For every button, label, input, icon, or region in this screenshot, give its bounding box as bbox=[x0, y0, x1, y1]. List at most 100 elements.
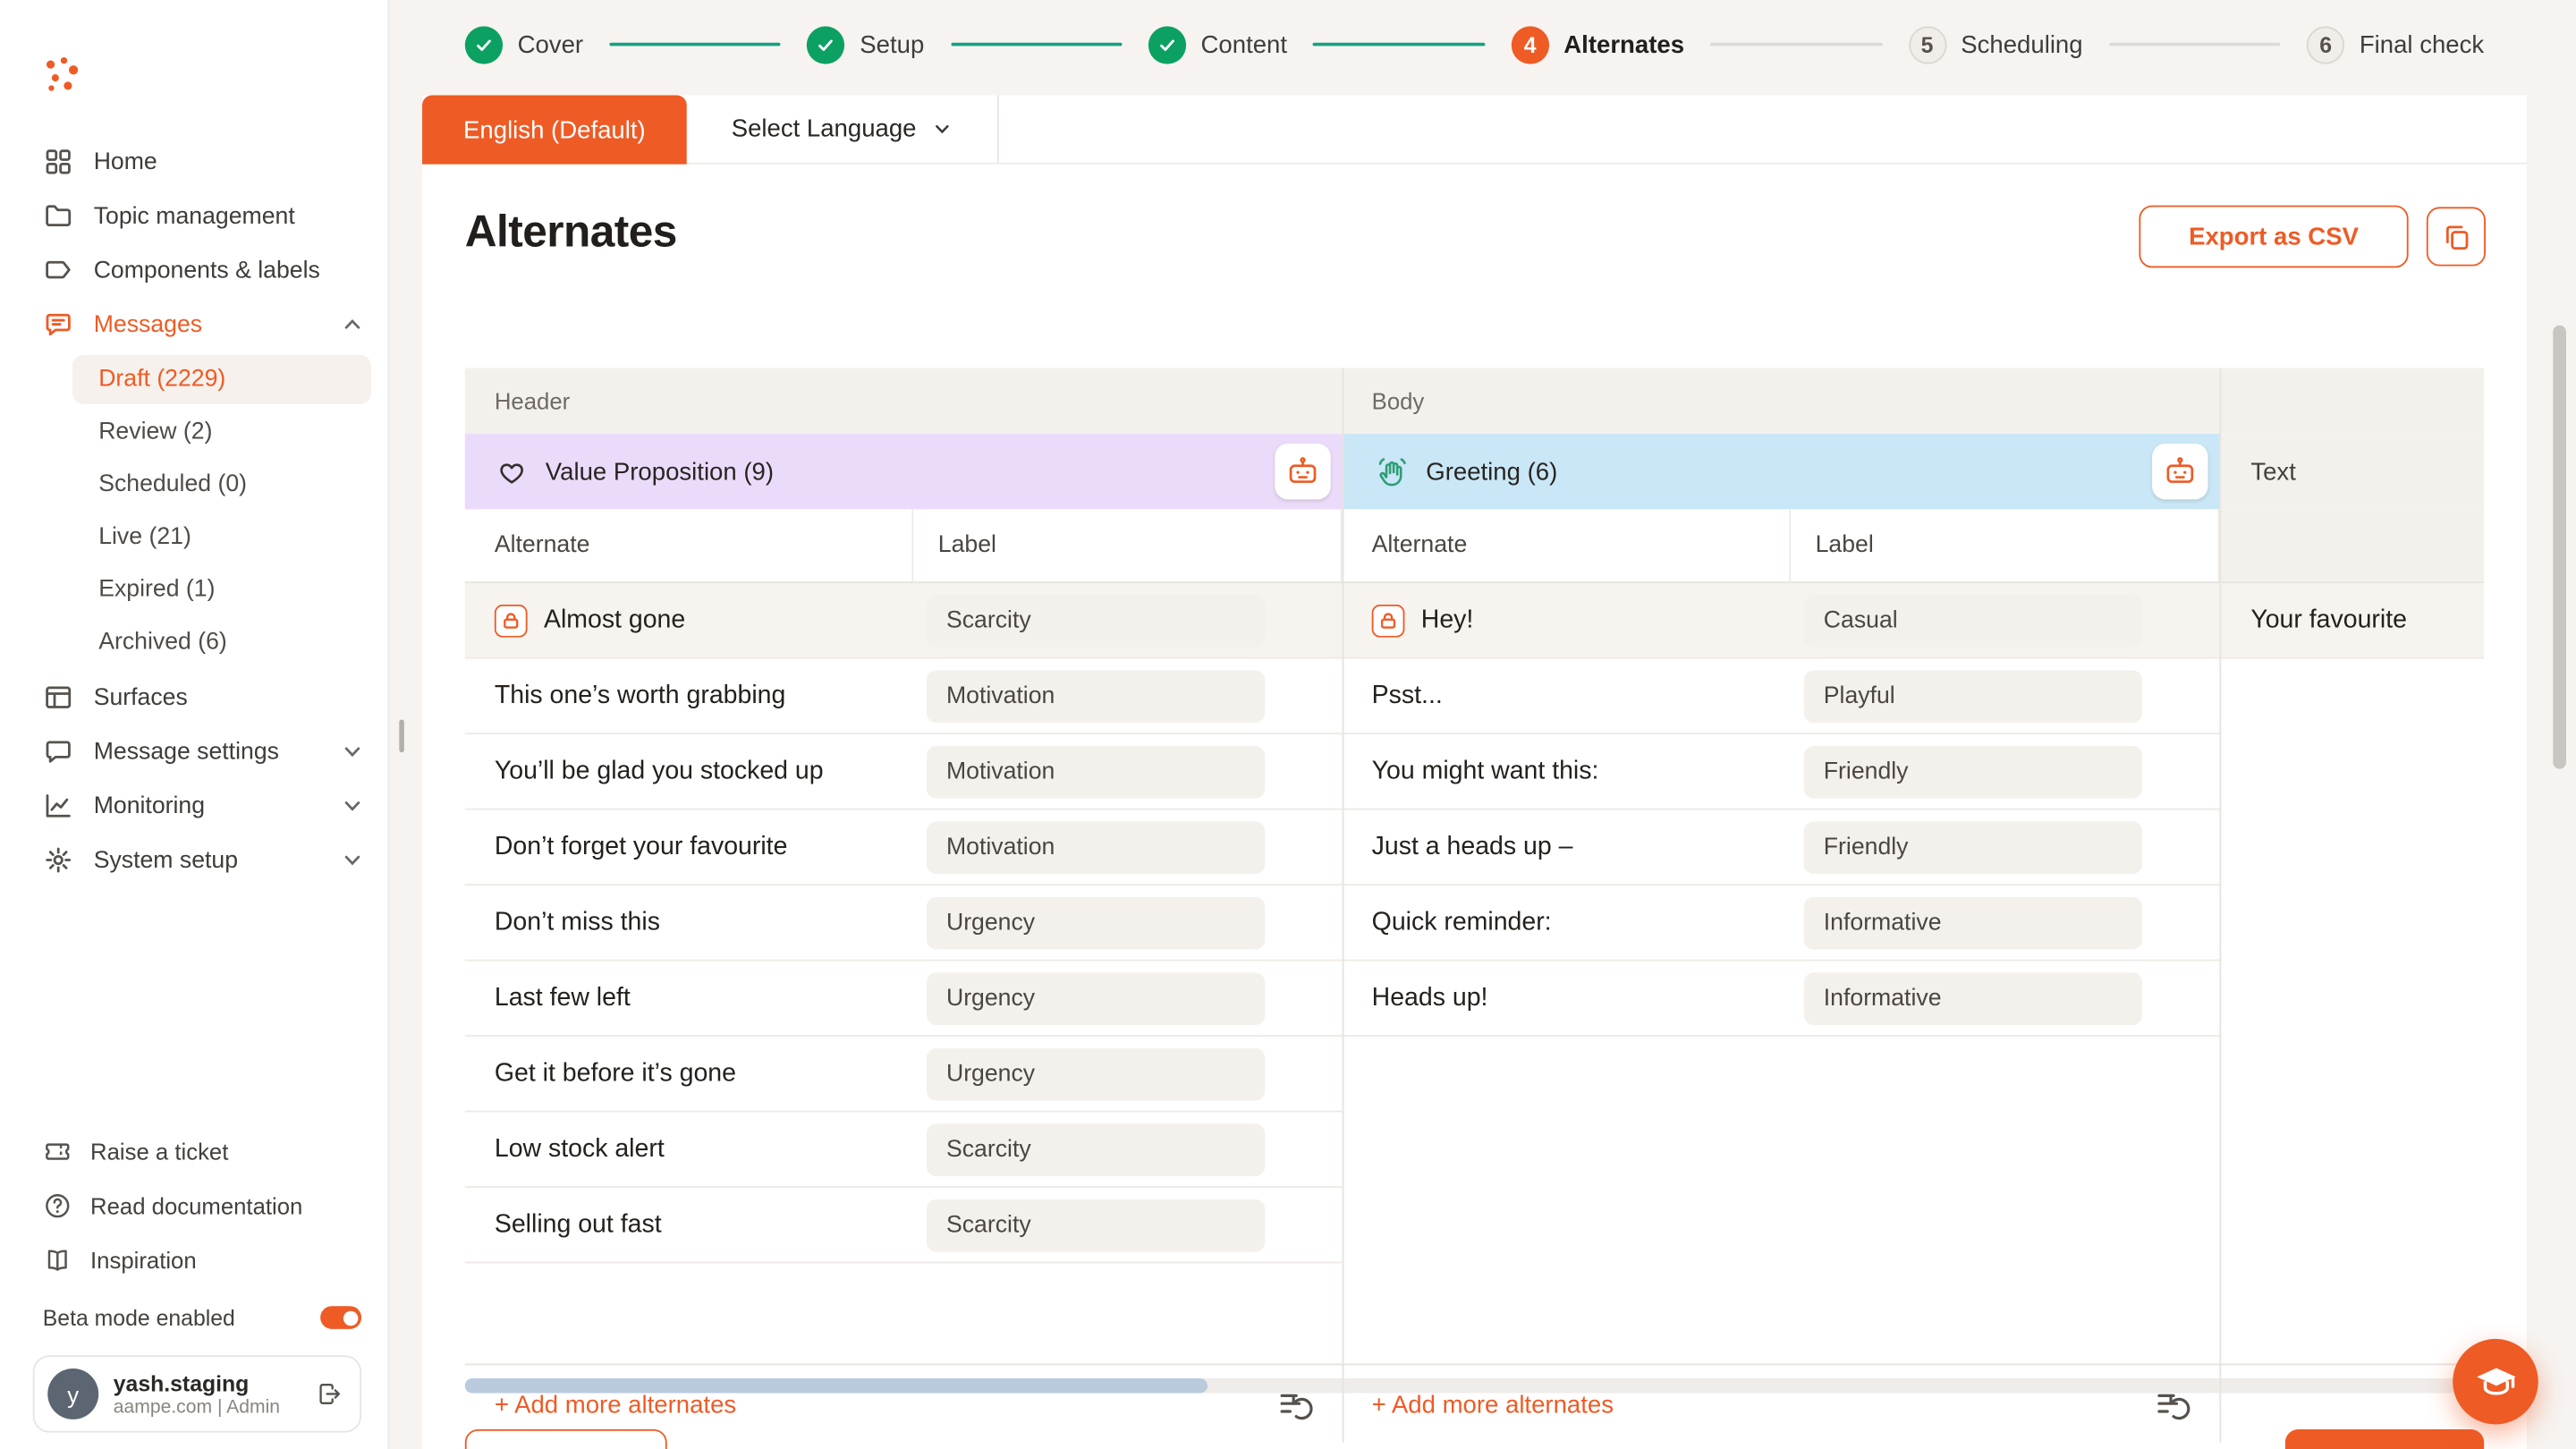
label-input[interactable]: Scarcity bbox=[926, 1123, 1266, 1176]
alternates-table: Header Body Value Proposition (9) Greeti… bbox=[464, 368, 2485, 1445]
sidebar-item-label: Surfaces bbox=[93, 683, 188, 711]
next-button-partial[interactable] bbox=[2284, 1428, 2485, 1449]
sidebar-item-message-settings[interactable]: Message settings bbox=[0, 724, 387, 779]
sidebar-item-system-setup[interactable]: System setup bbox=[0, 833, 387, 887]
alternate-cell[interactable]: Last few left bbox=[465, 983, 913, 1013]
sidebar-item-topic-management[interactable]: Topic management bbox=[0, 189, 387, 243]
history-restore-icon[interactable] bbox=[2154, 1385, 2193, 1424]
alternate-cell[interactable]: Heads up! bbox=[1343, 983, 1791, 1013]
label-input[interactable]: Urgency bbox=[926, 895, 1266, 949]
add-cell-header: + Add more alternates bbox=[465, 1365, 1343, 1444]
alternate-cell[interactable]: You’ll be glad you stocked up bbox=[465, 757, 913, 786]
vertical-scrollbar-thumb[interactable] bbox=[2553, 325, 2566, 769]
step-label: Setup bbox=[860, 30, 925, 59]
export-csv-button[interactable]: Export as CSV bbox=[2139, 205, 2409, 268]
label-input[interactable]: Friendly bbox=[1803, 820, 2143, 874]
alternate-cell[interactable]: You might want this: bbox=[1343, 757, 1791, 786]
history-restore-icon[interactable] bbox=[1276, 1385, 1316, 1424]
text-group-column: Your favourite bbox=[2219, 583, 2485, 659]
label-cell: Scarcity bbox=[913, 1123, 1342, 1176]
inspiration-link[interactable]: Inspiration bbox=[0, 1233, 387, 1287]
avatar: y bbox=[47, 1368, 99, 1419]
sidebar-item-draft[interactable]: Draft (2229) bbox=[72, 354, 372, 404]
step-connector bbox=[950, 42, 1123, 47]
step-cover[interactable]: Cover bbox=[464, 25, 583, 64]
topic-value-proposition[interactable]: Value Proposition (9) bbox=[464, 433, 1343, 510]
alternate-cell[interactable]: Just a heads up – bbox=[1343, 832, 1791, 861]
sidebar-item-review[interactable]: Review (2) bbox=[98, 419, 213, 445]
sidebar-item-home[interactable]: Home bbox=[0, 135, 387, 190]
label-input[interactable]: Scarcity bbox=[926, 593, 1266, 647]
table-row: Last few left Urgency bbox=[464, 961, 1343, 1037]
ai-robot-button[interactable] bbox=[2152, 443, 2208, 500]
user-card[interactable]: y yash.staging aampe.com | Admin bbox=[32, 1355, 362, 1433]
alternate-cell[interactable]: This one’s worth grabbing bbox=[465, 681, 913, 710]
label-input[interactable]: Urgency bbox=[926, 971, 1266, 1025]
step-content[interactable]: Content bbox=[1148, 25, 1287, 64]
table-row: Just a heads up – Friendly bbox=[1342, 809, 2220, 886]
label-input[interactable]: Motivation bbox=[926, 744, 1266, 798]
learning-fab-button[interactable] bbox=[2453, 1338, 2538, 1425]
logout-icon[interactable] bbox=[316, 1380, 343, 1408]
label-input[interactable]: Urgency bbox=[926, 1046, 1266, 1100]
alternate-cell[interactable]: Quick reminder: bbox=[1343, 908, 1791, 937]
step-setup[interactable]: Setup bbox=[807, 25, 925, 64]
step-connector bbox=[1313, 42, 1486, 47]
label-input[interactable]: Motivation bbox=[926, 820, 1266, 874]
sidebar-item-messages[interactable]: Messages bbox=[0, 297, 387, 352]
topic-greeting[interactable]: Greeting (6) bbox=[1342, 433, 2220, 510]
read-documentation-link[interactable]: Read documentation bbox=[0, 1178, 387, 1233]
folder-icon bbox=[43, 200, 74, 232]
alternate-cell[interactable]: Get it before it’s gone bbox=[465, 1059, 913, 1089]
step-connector bbox=[609, 42, 782, 47]
back-button-partial[interactable] bbox=[464, 1428, 667, 1449]
step-label: Final check bbox=[2359, 30, 2485, 59]
language-tabstrip: English (Default) Select Language bbox=[422, 95, 2527, 165]
alternate-cell[interactable]: Selling out fast bbox=[465, 1210, 913, 1240]
table-row: This one’s worth grabbing Motivation bbox=[464, 658, 1343, 735]
tab-english-default[interactable]: English (Default) bbox=[422, 95, 687, 165]
sidebar-item-expired[interactable]: Expired (1) bbox=[98, 576, 216, 604]
alternate-cell[interactable]: Hey! bbox=[1343, 603, 1791, 637]
sidebar-item-live[interactable]: Live (21) bbox=[98, 523, 191, 551]
alternate-cell[interactable]: Almost gone bbox=[465, 603, 913, 637]
alternate-cell[interactable]: Psst... bbox=[1343, 681, 1791, 710]
sidebar-item-surfaces[interactable]: Surfaces bbox=[0, 670, 387, 724]
label-input[interactable]: Casual bbox=[1803, 593, 2143, 647]
label-cell: Urgency bbox=[913, 971, 1342, 1025]
add-more-alternates-link[interactable]: + Add more alternates bbox=[1371, 1390, 1614, 1419]
sidebar-item-components-labels[interactable]: Components & labels bbox=[0, 243, 387, 298]
step-alternates[interactable]: 4 Alternates bbox=[1511, 25, 1684, 64]
label-cell: Friendly bbox=[1791, 744, 2219, 798]
horizontal-scrollbar-thumb[interactable] bbox=[464, 1378, 1208, 1394]
step-connector bbox=[2108, 42, 2281, 47]
label-input[interactable]: Friendly bbox=[1803, 744, 2143, 798]
alternate-cell[interactable]: Low stock alert bbox=[465, 1134, 913, 1164]
label-cell: Friendly bbox=[1791, 820, 2219, 874]
sidebar-item-scheduled[interactable]: Scheduled (0) bbox=[98, 471, 248, 498]
alternate-cell[interactable]: Don’t miss this bbox=[465, 908, 913, 937]
sidebar-item-monitoring[interactable]: Monitoring bbox=[0, 779, 387, 834]
alternate-cell[interactable]: Don’t forget your favourite bbox=[465, 832, 913, 861]
raise-ticket-link[interactable]: Raise a ticket bbox=[0, 1123, 387, 1178]
add-more-alternates-link[interactable]: + Add more alternates bbox=[494, 1390, 737, 1419]
text-row[interactable]: Your favourite bbox=[2219, 583, 2485, 659]
step-final-check[interactable]: 6 Final check bbox=[2307, 25, 2485, 64]
step-scheduling[interactable]: 5 Scheduling bbox=[1908, 25, 2083, 64]
horizontal-scrollbar[interactable] bbox=[464, 1378, 2521, 1394]
label-input[interactable]: Informative bbox=[1803, 971, 2143, 1025]
sidebar-item-archived[interactable]: Archived (6) bbox=[98, 629, 227, 656]
label-input[interactable]: Informative bbox=[1803, 895, 2143, 949]
table-row: Quick reminder: Informative bbox=[1342, 885, 2220, 962]
add-row: + Add more alternates + Add more alterna… bbox=[464, 1363, 2485, 1445]
label-input[interactable]: Playful bbox=[1803, 669, 2143, 723]
group-header-text bbox=[2219, 368, 2484, 433]
select-language-dropdown[interactable]: Select Language bbox=[687, 95, 999, 163]
label-input[interactable]: Motivation bbox=[926, 669, 1266, 723]
ai-robot-button[interactable] bbox=[1275, 443, 1331, 500]
topic-text-group: Text bbox=[2219, 433, 2485, 510]
sidebar-resize-handle[interactable] bbox=[399, 719, 404, 753]
copy-button[interactable] bbox=[2426, 207, 2486, 267]
beta-mode-toggle[interactable] bbox=[320, 1306, 362, 1329]
label-input[interactable]: Scarcity bbox=[926, 1198, 1266, 1251]
